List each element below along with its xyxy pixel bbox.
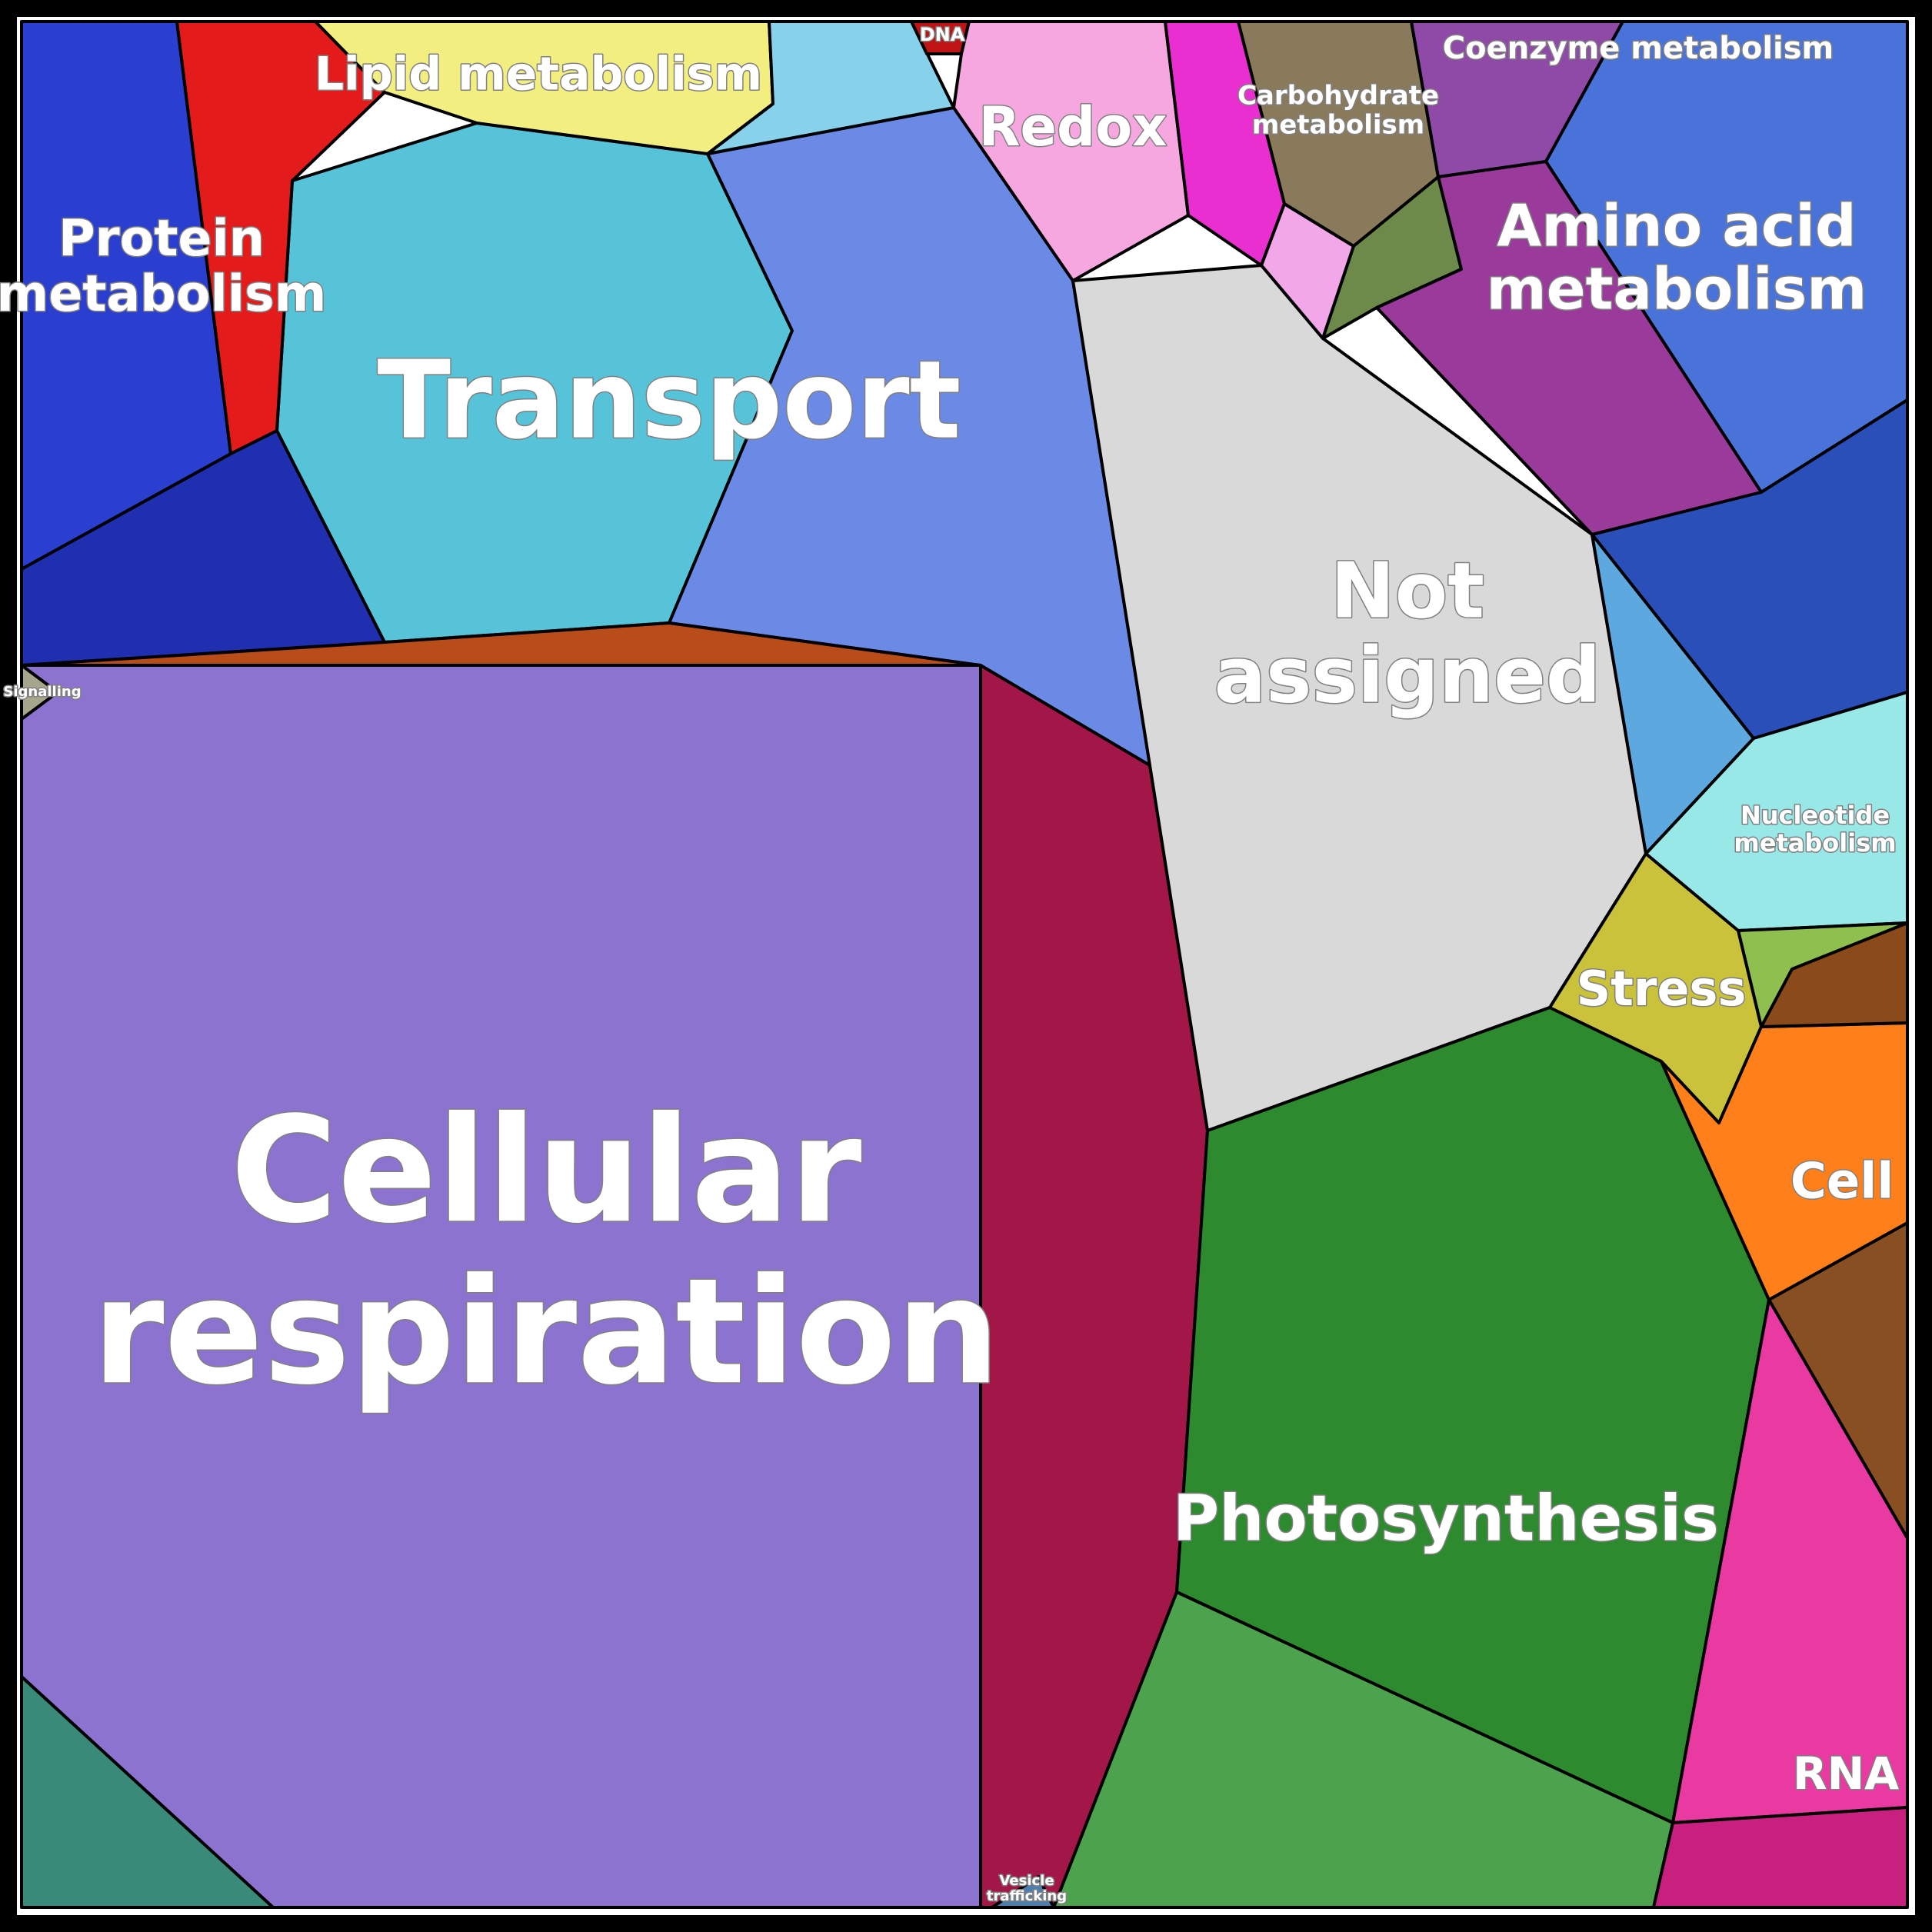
label-protein-metabolism: Protein — [58, 210, 265, 268]
voronoi-treemap: Cellularrespiration Transport Notassigned P… — [0, 0, 1932, 1932]
label-amino: Amino acid — [1497, 192, 1856, 260]
label-amino: metabolism — [1487, 255, 1867, 323]
label-stress: Stress — [1577, 961, 1747, 1017]
label-vesicle: trafficking — [987, 1888, 1067, 1904]
label-vesicle: Vesicle — [999, 1873, 1054, 1889]
label-nucleotide: Nucleotide — [1740, 801, 1890, 830]
label-rna: RNA — [1793, 1747, 1899, 1800]
label-cellular-respiration: respiration — [92, 1247, 1000, 1417]
label-protein-metabolism: metabolism — [0, 265, 326, 323]
label-redox: Redox — [979, 95, 1168, 158]
label-cell: Cell — [1790, 1154, 1894, 1211]
label-nucleotide: metabolism — [1734, 828, 1896, 858]
label-not-assigned: assigned — [1214, 630, 1601, 720]
cell-rna-b[interactable] — [1654, 1807, 1907, 1907]
label-cellular-respiration: Cellular — [231, 1085, 862, 1255]
label-lipid-metabolism: Lipid metabolism — [315, 48, 762, 102]
label-carbohydrate: metabolism — [1252, 110, 1424, 141]
label-coenzyme: Coenzyme metabolism — [1443, 31, 1834, 66]
label-dna: DNA — [920, 24, 965, 45]
label-photosynthesis: Photosynthesis — [1173, 1482, 1719, 1555]
label-not-assigned: Not — [1331, 545, 1484, 635]
label-transport: Transport — [378, 338, 961, 464]
label-signalling: Signalling — [3, 684, 81, 700]
label-carbohydrate: Carbohydrate — [1237, 81, 1439, 112]
